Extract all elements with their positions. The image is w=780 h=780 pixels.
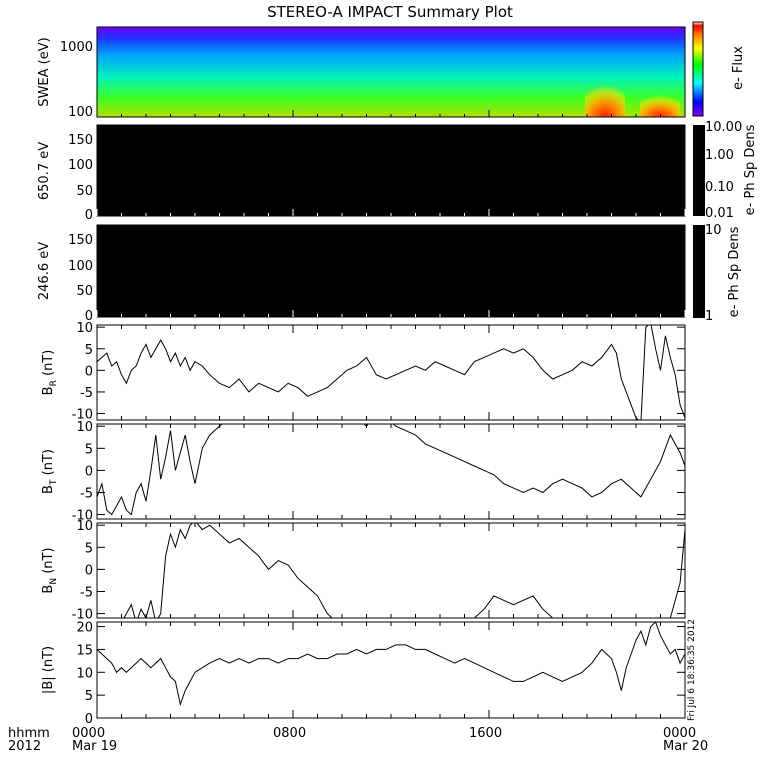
- pad-650-tick-label: 100: [68, 158, 93, 173]
- bn-axis-label-unit: (nT): [41, 547, 56, 577]
- br-axis-label: BR (nT): [41, 350, 59, 396]
- pad-246-tick-label: 0: [85, 309, 93, 324]
- pad-246-tick-label: 100: [68, 259, 93, 274]
- x-tick-label: 0000: [663, 726, 696, 741]
- bmag-y-tick-label: 20: [76, 621, 93, 636]
- swea-enhancement-1: [585, 77, 625, 117]
- bmag-y-tick-label: 10: [76, 666, 93, 681]
- bn-axis-label: BN (nT): [41, 547, 59, 593]
- x-tick-label: 0000: [72, 726, 105, 741]
- pad-246-axis-label: 246.6 eV: [37, 242, 52, 300]
- swea-tick-label: 100: [68, 105, 93, 120]
- x-tick-label: 0800: [273, 726, 306, 741]
- bmag-axis-label-main: |B| (nT): [41, 646, 56, 694]
- bt-axis-label-unit: (nT): [41, 449, 56, 479]
- bn-y-tick-label: 0: [85, 563, 93, 578]
- bt-axis-label-sub: T: [49, 479, 59, 486]
- pad-246-tick-label: 150: [68, 233, 93, 248]
- pad-246-colorbar-tick: 1: [705, 309, 713, 324]
- pad-650-colorbar-tick: 0.10: [705, 180, 734, 195]
- bmag-y-tick-label: 15: [76, 643, 93, 658]
- swea-panel: 1000 100 SWEA (eV) e- Flux: [37, 21, 746, 120]
- br-y-tick-label: 5: [85, 343, 93, 358]
- br-axis-label-unit: (nT): [41, 350, 56, 380]
- br-series-line: [97, 325, 685, 420]
- bn-y-tick-label: 10: [76, 519, 93, 534]
- bn-frame: [96, 522, 686, 619]
- pad-246-tick-label: 50: [76, 284, 93, 299]
- br-y-tick-label: 10: [76, 321, 93, 336]
- date-label: Mar 20: [663, 739, 708, 754]
- pad-246-spectrogram: [96, 224, 686, 318]
- pad-650-axis-label: 650.7 eV: [37, 142, 52, 200]
- bt-y-tick-label: 5: [85, 442, 93, 457]
- swea-enhancement-2: [640, 90, 680, 117]
- swea-colorbar: [692, 21, 704, 117]
- bt-axis-label-main: B: [41, 485, 56, 494]
- br-frame: [96, 324, 686, 421]
- bn-axis-label-sub: N: [49, 578, 59, 585]
- bmag-frame: [96, 621, 686, 719]
- time-axis-footer: hhmm 2012 0000 0800 1600 0000 Mar 19 Mar…: [8, 726, 708, 754]
- pad-650-colorbar-tick: 10.00: [705, 120, 742, 135]
- br-axis-label-sub: R: [49, 380, 59, 386]
- pad-650-colorbar-label: e- Ph Sp Dens: [743, 124, 758, 215]
- pad-650-tick-label: 150: [68, 133, 93, 148]
- plot-title: STEREO-A IMPACT Summary Plot: [267, 3, 513, 21]
- pad-246-colorbar-label: e- Ph Sp Dens: [727, 226, 742, 317]
- br-panel: 10 5 0 -5 -10 BR (nT): [41, 321, 686, 423]
- swea-colorbar-label: e- Flux: [731, 46, 746, 90]
- bmag-series-line: [97, 622, 685, 707]
- bn-y-tick-label: -5: [80, 585, 93, 600]
- hhmm-label: hhmm: [8, 726, 50, 741]
- bt-series-line: [97, 424, 685, 516]
- bmag-axis-label: |B| (nT): [41, 646, 56, 694]
- bn-y-tick-label: -10: [72, 608, 93, 623]
- bmag-y-tick-label: 0: [85, 712, 93, 727]
- x-tick-label: 1600: [469, 726, 502, 741]
- bn-axis-label-main: B: [41, 585, 56, 594]
- bmag-panel: 20 15 10 5 0 |B| (nT): [41, 621, 686, 727]
- pad-650-tick-label: 0: [85, 208, 93, 223]
- bt-axis-label: BT (nT): [41, 449, 59, 494]
- pad-650-colorbar-tick: 1.00: [705, 148, 734, 163]
- bt-y-tick-label: 10: [76, 420, 93, 435]
- bn-y-tick-label: 5: [85, 541, 93, 556]
- pad-650-tick-label: 50: [76, 184, 93, 199]
- generation-timestamp: Fri Jul 6 18:36:35 2012: [687, 619, 697, 721]
- br-y-tick-label: 0: [85, 364, 93, 379]
- bt-frame: [96, 423, 686, 520]
- date-label: Mar 19: [72, 739, 117, 754]
- pad-246-colorbar: [693, 225, 705, 318]
- year-label: 2012: [8, 739, 41, 754]
- pad-246-colorbar-tick: 10: [705, 223, 722, 238]
- bmag-y-tick-label: 5: [85, 689, 93, 704]
- br-y-tick-label: -5: [80, 386, 93, 401]
- pad-650-panel: 150 100 50 0 650.7 eV 10.00 1.00 0.10 0.…: [37, 120, 758, 223]
- br-axis-label-main: B: [41, 386, 56, 395]
- swea-tick-label: 1000: [60, 40, 93, 55]
- pad-246-panel: 150 100 50 0 246.6 eV 10 1 e- Ph Sp Dens: [37, 223, 742, 324]
- swea-axis-label: SWEA (eV): [37, 37, 52, 106]
- bt-panel: 10 5 0 -5 -10 BT (nT): [41, 420, 686, 524]
- bt-y-tick-label: -10: [72, 509, 93, 524]
- bt-y-tick-label: -5: [80, 486, 93, 501]
- bt-y-tick-label: 0: [85, 464, 93, 479]
- pad-650-spectrogram: [96, 124, 686, 217]
- bn-panel: 10 5 0 -5 -10 BN (nT): [41, 519, 686, 623]
- br-y-tick-label: -10: [72, 408, 93, 423]
- pad-650-colorbar: [693, 125, 705, 216]
- pad-650-colorbar-tick: 0.01: [705, 206, 734, 221]
